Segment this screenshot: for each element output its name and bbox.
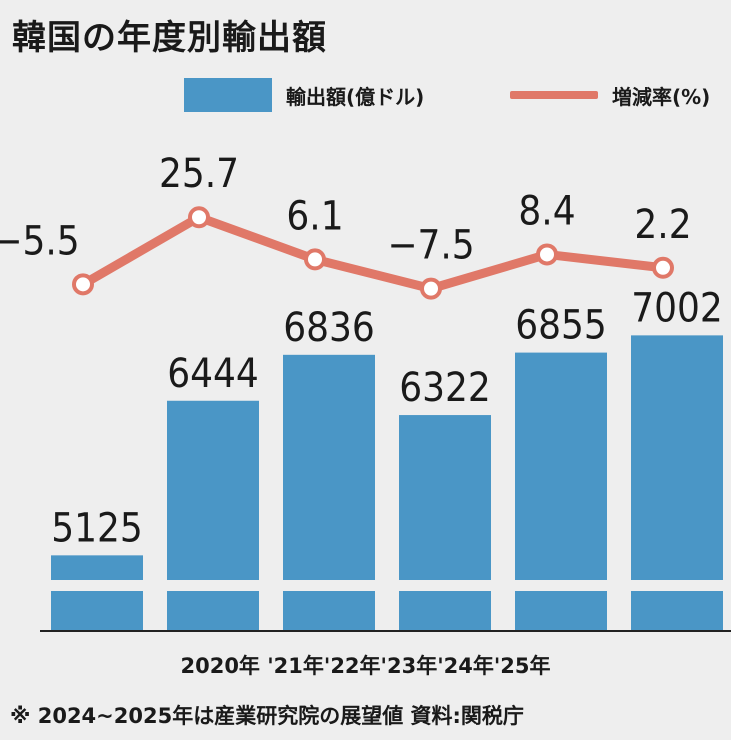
line-point-3 xyxy=(420,277,442,300)
line-value-label-3: −7.5 xyxy=(387,223,474,269)
line-point-2 xyxy=(304,248,326,271)
footnote: ※ 2024~2025年は産業研究院の展望値 資料:関税庁 xyxy=(10,704,524,728)
legend-item-exports: 輸出額(億ドル) xyxy=(184,78,424,112)
axis-break-4 xyxy=(513,580,609,591)
line-value-label-4: 8.4 xyxy=(518,188,575,234)
x-axis-labels: 2020年 '21年'22年'23年'24年'25年 xyxy=(180,654,551,678)
line-point-0 xyxy=(72,273,94,296)
line-point-1 xyxy=(188,206,210,229)
bar-value-label-3: 6322 xyxy=(399,365,491,411)
legend-bar-swatch xyxy=(184,78,272,112)
bar-value-label-2: 6836 xyxy=(283,305,375,351)
chart-title: 韓国の年度別輸出額 xyxy=(12,18,327,58)
line-value-label-0: −5.5 xyxy=(0,218,80,264)
axis-break-1 xyxy=(165,580,261,591)
bar-value-label-0: 5125 xyxy=(51,505,143,551)
axis-break-3 xyxy=(397,580,493,591)
line-value-label-2: 6.1 xyxy=(286,193,343,239)
line-value-label-5: 2.2 xyxy=(634,202,691,248)
line-point-5 xyxy=(652,256,674,279)
legend-line-label: 増減率(%) xyxy=(612,84,711,109)
legend-line-swatch xyxy=(510,91,598,99)
line-value-label-1: 25.7 xyxy=(159,151,239,197)
bar-3 xyxy=(399,415,491,630)
axis-break-0 xyxy=(49,580,145,591)
bar-0 xyxy=(51,555,143,630)
legend-item-growth-rate: 増減率(%) xyxy=(510,78,710,112)
legend-bar-label: 輸出額(億ドル) xyxy=(286,84,425,109)
line-point-4 xyxy=(536,243,558,266)
axis-break-5 xyxy=(629,580,725,591)
axis-break-2 xyxy=(281,580,377,591)
chart-plot: 5125 6444 6836 6322 6855 7002 −5.5 25.7 6.1 −7.5 8… xyxy=(0,151,731,632)
bar-value-label-4: 6855 xyxy=(515,303,607,349)
growth-rate-line xyxy=(78,212,668,294)
bar-value-label-5: 7002 xyxy=(631,285,723,331)
bar-value-label-1: 6444 xyxy=(167,351,259,397)
bar-1 xyxy=(167,400,259,630)
